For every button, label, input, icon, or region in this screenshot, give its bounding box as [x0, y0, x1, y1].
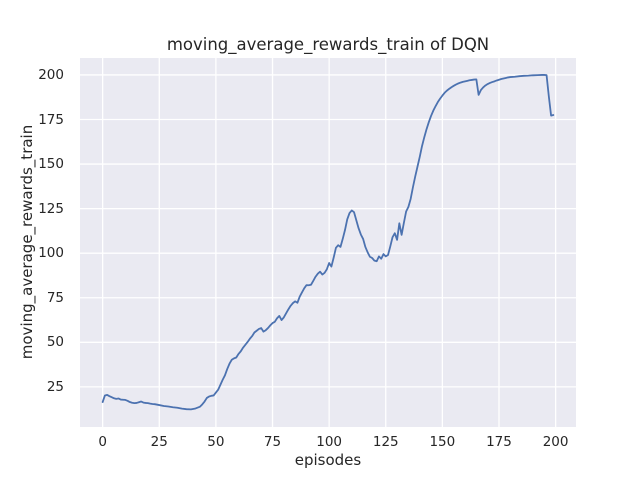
- x-tick-label: 200: [542, 434, 569, 450]
- chart-title: moving_average_rewards_train of DQN: [166, 35, 490, 54]
- y-tick-label: 175: [38, 111, 64, 128]
- x-tick-label: 125: [372, 434, 399, 450]
- y-tick-label: 200: [38, 66, 64, 83]
- y-tick-label: 75: [46, 289, 64, 306]
- x-tick-label: 100: [316, 434, 343, 450]
- y-tick-label: 125: [38, 200, 64, 217]
- y-tick-label: 50: [46, 334, 64, 351]
- y-tick-label: 150: [38, 156, 64, 173]
- x-tick-label: 75: [263, 434, 282, 450]
- y-axis-label: moving_average_rewards_train: [18, 124, 36, 360]
- x-tick-label: 0: [98, 434, 107, 450]
- grid-lines: [80, 58, 576, 427]
- y-tick-label: 25: [46, 378, 64, 395]
- x-tick-label: 50: [207, 434, 225, 450]
- plot-area: [80, 58, 576, 427]
- x-tick-label: 25: [150, 434, 168, 450]
- x-axis-label: episodes: [294, 451, 362, 469]
- y-tick-label: 100: [38, 245, 64, 262]
- x-tick-label: 175: [486, 434, 512, 450]
- x-tick-label: 150: [429, 434, 456, 450]
- reward-line: [101, 74, 555, 411]
- line-chart-canvas: [80, 58, 576, 427]
